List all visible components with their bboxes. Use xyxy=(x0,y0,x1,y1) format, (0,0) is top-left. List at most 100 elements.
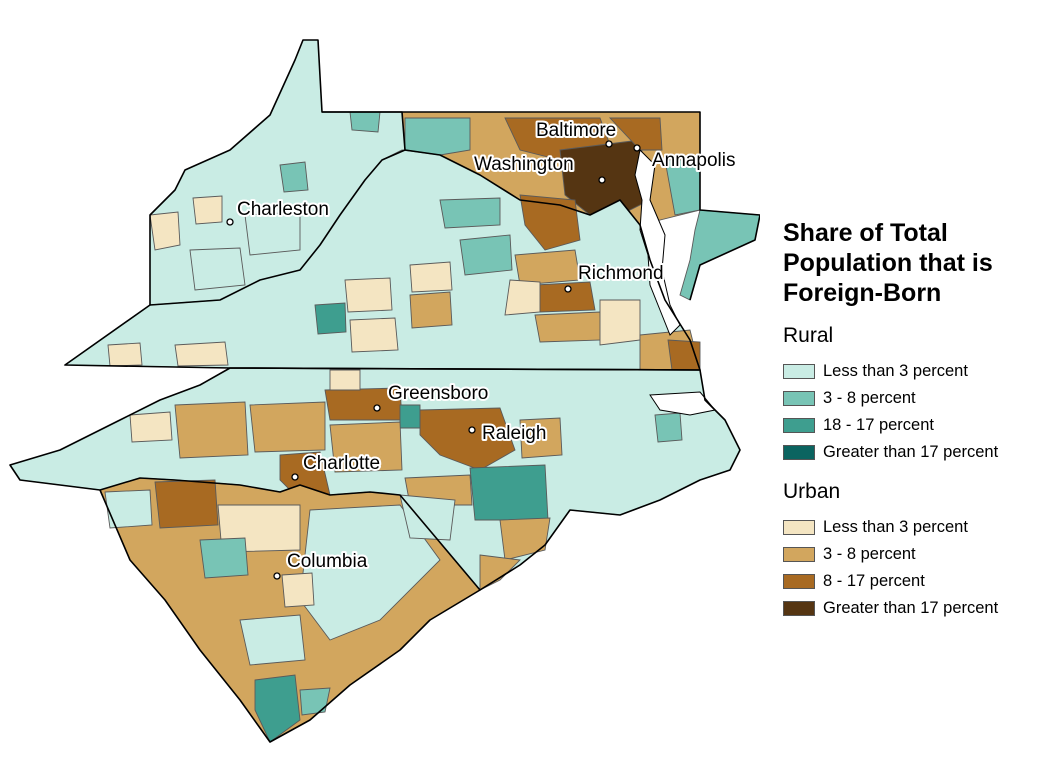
legend-group-title: Urban xyxy=(783,480,841,503)
county-area xyxy=(174,341,229,367)
legend-swatch xyxy=(783,547,815,562)
legend-group-title: Rural xyxy=(783,324,834,347)
city-dot xyxy=(373,404,381,412)
md-border xyxy=(322,111,760,301)
legend-swatch xyxy=(783,364,815,379)
legend-label: Greater than 17 percent xyxy=(823,599,999,617)
county-area xyxy=(439,197,501,229)
legend-title-line: Population that is xyxy=(783,249,993,277)
county-area xyxy=(349,317,399,353)
county-area xyxy=(599,299,641,346)
virginia-region xyxy=(63,149,701,371)
city-label: Richmond xyxy=(578,263,664,284)
county-area xyxy=(174,401,249,459)
city-richmond: Richmond xyxy=(564,261,666,293)
county-area xyxy=(344,277,393,313)
city-washington: Washington xyxy=(472,152,606,184)
sc-border xyxy=(99,489,481,743)
county-area xyxy=(254,674,301,743)
legend-item: 8 - 17 percent xyxy=(783,568,1038,595)
legend-label: Less than 3 percent xyxy=(823,518,968,536)
legend-swatch xyxy=(783,574,815,589)
legend-spacer xyxy=(783,466,1038,480)
nc-border xyxy=(9,367,741,591)
county-area xyxy=(608,117,663,151)
legend-group-urban: Urban Less than 3 percent 3 - 8 percent … xyxy=(783,480,1038,622)
city-dot xyxy=(291,473,299,481)
legend-item: 18 - 17 percent xyxy=(783,412,1038,439)
west-virginia-region xyxy=(149,39,406,306)
legend-item: Greater than 17 percent xyxy=(783,439,1038,466)
city-label: Baltimore xyxy=(536,120,616,141)
legend-label: Greater than 17 percent xyxy=(823,443,999,461)
county-area xyxy=(459,234,513,276)
city-dot xyxy=(605,140,613,148)
city-dot xyxy=(564,285,572,293)
county-area xyxy=(244,211,301,256)
albemarle-sound xyxy=(649,391,716,416)
county-area xyxy=(399,494,456,541)
county-area xyxy=(199,537,249,579)
city-charleston: Charleston xyxy=(226,197,331,226)
legend-title-line: Foreign-Born xyxy=(783,279,942,307)
county-area xyxy=(469,464,549,521)
city-dot xyxy=(598,176,606,184)
city-label: Annapolis xyxy=(652,150,735,171)
city-label: Charlotte xyxy=(303,453,380,474)
legend-label: 8 - 17 percent xyxy=(823,572,925,590)
chesapeake-bay xyxy=(634,148,681,336)
south-carolina-region xyxy=(99,477,481,743)
city-dot xyxy=(226,218,234,226)
county-area xyxy=(504,279,541,316)
legend-item: Less than 3 percent xyxy=(783,514,1038,541)
city-label: Greensboro xyxy=(388,383,488,404)
legend-label: 18 - 17 percent xyxy=(823,416,934,434)
city-annapolis: Annapolis xyxy=(633,144,737,173)
legend-item: 3 - 8 percent xyxy=(783,385,1038,412)
county-area xyxy=(249,401,326,453)
city-label: Washington xyxy=(474,154,574,175)
city-dot xyxy=(633,144,641,152)
city-label: Columbia xyxy=(287,551,368,572)
city-dot xyxy=(468,426,476,434)
county-area xyxy=(329,369,361,391)
legend-label: Less than 3 percent xyxy=(823,362,968,380)
county-area xyxy=(279,161,309,193)
county-area xyxy=(409,261,453,293)
county-area xyxy=(409,291,453,329)
legend-title: Share of Total Population that is Foreig… xyxy=(783,218,1038,308)
county-area xyxy=(499,517,551,561)
legend-group-rural: Rural Less than 3 percent 3 - 8 percent … xyxy=(783,324,1038,466)
legend-swatch xyxy=(783,601,815,616)
county-area xyxy=(129,411,173,443)
county-area xyxy=(299,687,331,716)
state-borders xyxy=(9,39,760,743)
legend-title-line: Share of Total xyxy=(783,219,948,247)
map-legend: Share of Total Population that is Foreig… xyxy=(783,218,1038,622)
county-area xyxy=(349,111,381,133)
city-dot xyxy=(273,572,281,580)
county-area xyxy=(281,572,315,608)
city-greensboro: Greensboro xyxy=(373,381,490,412)
legend-item: Greater than 17 percent xyxy=(783,595,1038,622)
county-area xyxy=(149,211,181,251)
county-area xyxy=(329,421,403,473)
city-label: Charleston xyxy=(237,199,329,220)
city-raleigh: Raleigh xyxy=(468,421,548,446)
city-markers: Baltimore Washington Annapolis Charlesto… xyxy=(226,118,737,580)
legend-swatch xyxy=(783,418,815,433)
county-area xyxy=(404,117,471,156)
legend-swatch xyxy=(783,520,815,535)
legend-swatch xyxy=(783,391,815,406)
county-area xyxy=(514,249,581,286)
legend-label: 3 - 8 percent xyxy=(823,545,916,563)
county-area xyxy=(104,489,153,529)
wv-border xyxy=(149,39,406,306)
county-area xyxy=(654,412,683,443)
choropleth-map: Baltimore Washington Annapolis Charlesto… xyxy=(9,39,760,743)
city-columbia: Columbia xyxy=(273,549,370,580)
county-area xyxy=(239,614,306,666)
county-area xyxy=(479,554,521,591)
county-area xyxy=(519,194,581,251)
city-label: Raleigh xyxy=(482,423,546,444)
